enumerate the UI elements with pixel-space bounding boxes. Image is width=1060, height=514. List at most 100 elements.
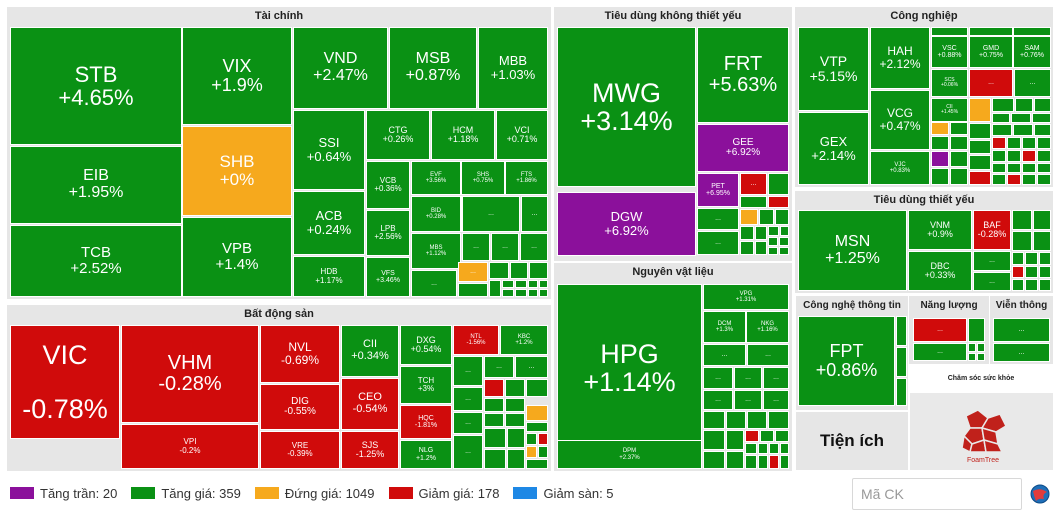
stock-tile-stb[interactable]: STB +4.65% (10, 27, 182, 145)
minor-stock-tile[interactable]: ... (697, 231, 739, 255)
stock-tile-vpi[interactable]: VPI -0.2% (121, 424, 259, 469)
minor-stock-tile[interactable] (931, 122, 949, 135)
minor-stock-tile[interactable]: ... (703, 390, 733, 410)
minor-stock-tile[interactable] (505, 379, 525, 397)
minor-stock-tile[interactable] (745, 443, 757, 454)
minor-stock-tile[interactable] (931, 136, 949, 150)
minor-stock-tile[interactable] (507, 428, 525, 448)
minor-stock-tile[interactable] (931, 151, 949, 167)
minor-stock-tile[interactable] (992, 113, 1010, 123)
minor-stock-tile[interactable] (529, 262, 548, 279)
stock-tile-sam[interactable]: SAM +0.76% (1013, 36, 1051, 68)
minor-stock-tile[interactable] (526, 459, 548, 469)
stock-tile-cii[interactable]: CII +0.34% (341, 325, 399, 377)
stock-tile-shs[interactable]: SHS +0.75% (461, 161, 505, 195)
minor-stock-tile[interactable]: ... (453, 387, 483, 411)
minor-stock-tile[interactable] (526, 433, 537, 445)
minor-stock-tile[interactable] (768, 173, 789, 195)
minor-stock-tile[interactable] (703, 451, 725, 469)
minor-stock-tile[interactable] (969, 155, 991, 170)
minor-stock-tile[interactable] (484, 413, 504, 427)
minor-stock-tile[interactable] (755, 241, 767, 255)
stock-tile-dig[interactable]: DIG -0.55% (260, 384, 340, 430)
minor-stock-tile[interactable] (526, 446, 537, 458)
minor-stock-tile[interactable]: ... (703, 344, 746, 366)
minor-stock-tile[interactable] (950, 122, 968, 135)
stock-tile-vre[interactable]: VRE -0.39% (260, 431, 340, 469)
stock-tile-vpb[interactable]: VPB +1.4% (182, 217, 292, 297)
minor-stock-tile[interactable]: ... (969, 69, 1013, 97)
minor-stock-tile[interactable] (1012, 279, 1024, 291)
minor-stock-tile[interactable] (768, 247, 778, 255)
stock-tile-hqc[interactable]: HQC -1.81% (400, 405, 452, 439)
stock-tile-pet[interactable]: PET +6.95% (697, 173, 739, 207)
minor-stock-tile[interactable] (510, 262, 528, 279)
stock-tile-vcg[interactable]: VCG +0.47% (870, 90, 930, 150)
stock-tile-mbb[interactable]: MBB +1.03% (478, 27, 548, 109)
minor-stock-tile[interactable] (1033, 210, 1051, 230)
stock-tile-vnd[interactable]: VND +2.47% (293, 27, 388, 109)
minor-stock-tile[interactable] (1013, 27, 1051, 36)
minor-stock-tile[interactable] (759, 209, 774, 225)
minor-stock-tile[interactable] (969, 123, 991, 139)
minor-stock-tile[interactable] (758, 455, 768, 469)
minor-stock-tile[interactable] (992, 137, 1006, 149)
stock-tile-fts[interactable]: FTS +1.86% (505, 161, 548, 195)
minor-stock-tile[interactable] (507, 449, 525, 469)
minor-stock-tile[interactable]: ... (491, 233, 519, 261)
minor-stock-tile[interactable] (745, 455, 757, 469)
minor-stock-tile[interactable] (526, 379, 548, 397)
stock-tile-ntl[interactable]: NTL -1.56% (453, 325, 499, 355)
minor-stock-tile[interactable] (505, 398, 525, 412)
minor-stock-tile[interactable] (896, 347, 907, 377)
minor-stock-tile[interactable] (1007, 174, 1021, 185)
stock-tile-nkg[interactable]: NKG +1.16% (746, 311, 789, 343)
minor-stock-tile[interactable] (969, 171, 991, 185)
minor-stock-tile[interactable]: ... (697, 208, 739, 230)
minor-stock-tile[interactable] (489, 262, 509, 279)
minor-stock-tile[interactable] (726, 451, 744, 469)
minor-stock-tile[interactable] (484, 398, 504, 412)
minor-stock-tile[interactable] (969, 140, 991, 154)
minor-stock-tile[interactable] (526, 405, 548, 421)
stock-tile-lpb[interactable]: LPB +2.56% (366, 210, 410, 256)
minor-stock-tile[interactable]: ... (747, 344, 789, 366)
stock-tile-hdb[interactable]: HDB +1.17% (293, 256, 365, 297)
stock-tile-cii[interactable]: CII +1.45% (931, 98, 968, 122)
stock-tile-mwg[interactable]: MWG +3.14% (557, 27, 696, 187)
minor-stock-tile[interactable] (1022, 137, 1036, 149)
minor-stock-tile[interactable]: ... (703, 367, 733, 389)
minor-stock-tile[interactable]: ... (993, 318, 1050, 342)
stock-tile-scs[interactable]: SCS +0.06% (931, 69, 968, 97)
minor-stock-tile[interactable] (1039, 279, 1051, 291)
minor-stock-tile[interactable]: ... (484, 356, 514, 378)
stock-tile-vci[interactable]: VCI +0.71% (496, 110, 548, 160)
minor-stock-tile[interactable] (950, 151, 968, 167)
stock-tile-vfs[interactable]: VFS +3.46% (366, 257, 410, 297)
minor-stock-tile[interactable] (780, 226, 789, 236)
minor-stock-tile[interactable] (968, 353, 976, 361)
stock-tile-vsc[interactable]: VSC +0.88% (931, 36, 968, 68)
stock-tile-msb[interactable]: MSB +0.87% (389, 27, 477, 109)
minor-stock-tile[interactable]: ... (913, 343, 967, 361)
minor-stock-tile[interactable] (950, 168, 968, 185)
minor-stock-tile[interactable] (931, 27, 968, 36)
stock-tile-nlg[interactable]: NLG +1.2% (400, 440, 452, 469)
stock-tile-kbc[interactable]: KBC +1.2% (500, 325, 548, 355)
stock-tile-dbc[interactable]: DBC +0.33% (908, 251, 972, 291)
minor-stock-tile[interactable] (538, 446, 548, 458)
minor-stock-tile[interactable] (489, 280, 501, 297)
stock-search-input[interactable] (852, 478, 1022, 510)
stock-tile-hah[interactable]: HAH +2.12% (870, 27, 930, 89)
minor-stock-tile[interactable] (526, 422, 548, 432)
minor-stock-tile[interactable] (992, 124, 1012, 136)
minor-stock-tile[interactable] (768, 226, 779, 236)
minor-stock-tile[interactable]: ... (458, 262, 488, 282)
minor-stock-tile[interactable] (703, 411, 725, 429)
minor-stock-tile[interactable] (539, 289, 548, 297)
minor-stock-tile[interactable] (740, 209, 758, 225)
stock-tile-bid[interactable]: BID +0.28% (411, 196, 461, 232)
minor-stock-tile[interactable] (968, 318, 985, 342)
stock-tile-vix[interactable]: VIX +1.9% (182, 27, 292, 125)
minor-stock-tile[interactable] (779, 247, 789, 255)
